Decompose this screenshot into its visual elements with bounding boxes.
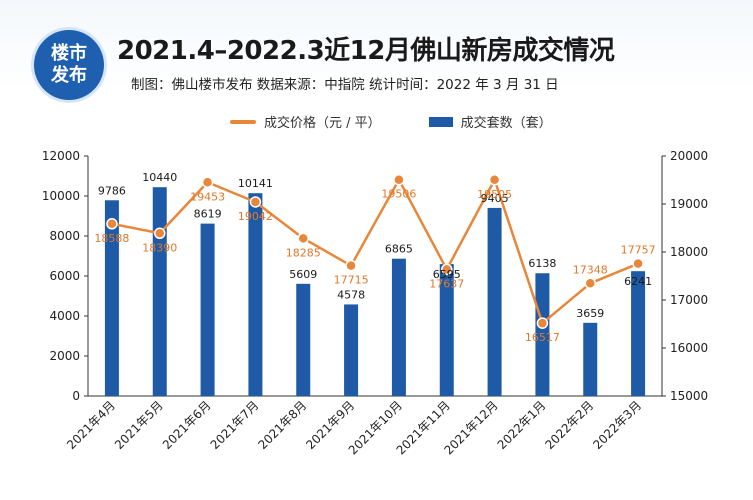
bar-value-label: 5609 — [289, 268, 317, 281]
bar-value-label: 6241 — [624, 275, 652, 288]
price-point — [345, 259, 357, 272]
bar — [104, 200, 119, 396]
chart-legend: 成交价格（元 / 平） 成交套数（套） — [230, 112, 552, 131]
x-tick-label: 2022年1月 — [495, 398, 549, 452]
y-left-tick-label: 4000 — [49, 309, 80, 323]
y-right-tick-label: 20000 — [670, 149, 708, 163]
price-line — [111, 178, 639, 325]
price-value-label: 17637 — [429, 277, 464, 290]
price-point — [441, 263, 453, 276]
bar — [583, 322, 598, 396]
bar — [535, 273, 550, 396]
bar-value-label: 6595 — [433, 268, 461, 281]
x-tick-label: 2022年3月 — [590, 398, 644, 452]
bar-value-label: 10440 — [142, 171, 177, 184]
x-tick-label: 2022年2月 — [542, 398, 596, 452]
price-value-label: 19505 — [477, 188, 512, 201]
bar — [391, 258, 406, 396]
price-value-label: 16517 — [525, 331, 560, 344]
x-tick-label: 2021年6月 — [160, 398, 214, 452]
bar — [631, 271, 646, 396]
price-value-label: 18588 — [94, 232, 129, 245]
bar-value-label: 10141 — [238, 177, 273, 190]
y-left-tick-label: 2000 — [49, 349, 80, 363]
y-right-tick-label: 19000 — [670, 197, 708, 211]
bar-value-label: 9405 — [481, 192, 509, 205]
price-value-label: 19042 — [238, 210, 273, 223]
price-value-label: 17757 — [621, 244, 656, 257]
price-point — [632, 257, 644, 270]
legend-line-swatch — [230, 119, 256, 124]
y-left-tick-label: 8000 — [49, 229, 80, 243]
bar — [152, 187, 167, 396]
y-left-tick-label: 10000 — [42, 189, 80, 203]
bar — [200, 223, 215, 396]
x-tick-label: 2021年5月 — [112, 398, 166, 452]
bar-value-label: 6138 — [528, 257, 556, 270]
price-point — [249, 196, 262, 208]
price-point — [297, 232, 309, 245]
price-point — [393, 173, 405, 186]
bar-value-label: 4578 — [337, 288, 365, 301]
brand-logo: 楼市 发布 — [34, 30, 104, 100]
y-left-tick-label: 12000 — [42, 149, 80, 163]
legend-label-units: 成交套数（套） — [460, 116, 552, 131]
price-point — [584, 277, 596, 290]
legend-label-price: 成交价格（元 / 平） — [264, 116, 381, 131]
price-point — [201, 176, 214, 189]
price-value-label: 18285 — [286, 246, 321, 259]
chart-title: 2021.4–2022.3近12月佛山新房成交情况 — [117, 36, 615, 66]
y-right-tick-label: 16000 — [670, 341, 708, 355]
bar — [344, 304, 359, 396]
y-left-tick-label: 0 — [72, 389, 80, 403]
chart-subtitle: 制图：佛山楼市发布 数据来源：中指院 统计时间：2022 年 3 月 31 日 — [131, 77, 559, 93]
bar — [439, 264, 454, 396]
logo-text-line1: 楼市 — [51, 43, 87, 64]
bar-value-label: 3659 — [576, 307, 604, 320]
bar — [487, 207, 502, 396]
price-value-label: 17348 — [573, 263, 608, 276]
x-tick-label: 2021年8月 — [255, 398, 309, 452]
bar-value-label: 6865 — [385, 243, 413, 256]
x-tick-label: 2021年7月 — [208, 398, 262, 452]
price-value-label: 19506 — [381, 188, 416, 201]
y-right-tick-label: 15000 — [670, 389, 708, 403]
price-value-label: 18390 — [142, 241, 177, 254]
y-right-tick-label: 17000 — [670, 293, 708, 307]
logo-text-line2: 发布 — [51, 65, 87, 86]
legend-bar-swatch — [428, 116, 453, 127]
bar-value-label: 9786 — [98, 184, 126, 197]
bar — [248, 193, 263, 396]
x-tick-label: 2021年4月 — [64, 398, 118, 452]
legend-item-price[interactable]: 成交价格（元 / 平） — [230, 112, 381, 131]
y-left-tick-label: 6000 — [49, 269, 80, 283]
price-point — [154, 227, 166, 240]
bar-value-label: 8619 — [194, 208, 222, 221]
price-point — [488, 174, 501, 186]
legend-item-units[interactable]: 成交套数（套） — [428, 112, 552, 131]
bar — [296, 283, 311, 396]
price-value-label: 17715 — [334, 274, 369, 287]
price-value-label: 19453 — [190, 190, 225, 203]
price-point — [106, 218, 118, 230]
price-point — [536, 317, 549, 329]
y-right-tick-label: 18000 — [670, 245, 708, 259]
